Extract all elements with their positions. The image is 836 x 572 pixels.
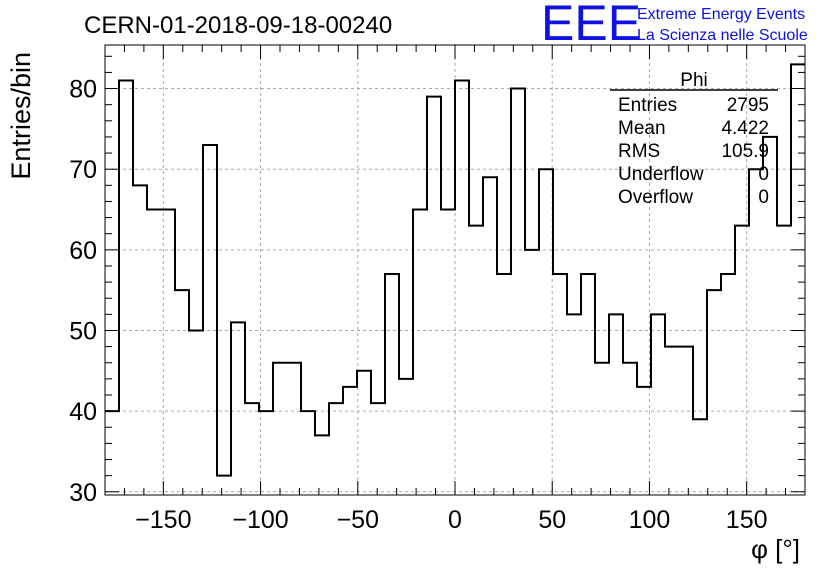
eee-logo-line1: Extreme Energy Events xyxy=(637,6,805,23)
x-tick-label: −50 xyxy=(337,506,379,534)
x-axis-label: φ [°] xyxy=(751,534,800,564)
histogram-bin xyxy=(119,80,133,495)
stats-label-rms: RMS xyxy=(618,141,660,162)
histogram-series xyxy=(105,63,805,477)
y-tick-label: 50 xyxy=(69,317,97,345)
histogram-bin xyxy=(287,363,301,495)
histogram-bin xyxy=(665,347,679,495)
stats-label-mean: Mean xyxy=(618,118,666,139)
stats-box: Phi Entries 2795 Mean 4.422 RMS 105.9 Un… xyxy=(610,70,778,208)
histogram-bin xyxy=(693,419,707,495)
y-tick-label: 30 xyxy=(69,479,97,507)
histogram-bin xyxy=(175,290,189,495)
histogram-bin xyxy=(329,403,343,495)
histogram-bin xyxy=(483,177,497,495)
histogram-bin xyxy=(595,363,609,495)
x-tick-label: 0 xyxy=(448,506,462,534)
histogram-bin xyxy=(469,226,483,495)
stats-label-underflow: Underflow xyxy=(618,164,704,185)
histogram-bin xyxy=(413,210,427,495)
stats-value-rms: 105.9 xyxy=(721,141,769,162)
stats-label-entries: Entries xyxy=(618,95,677,116)
histogram-bin xyxy=(161,210,175,495)
histogram-bins xyxy=(105,64,805,495)
histogram-bin xyxy=(301,411,315,495)
histogram-bin xyxy=(315,435,329,495)
histogram-bin xyxy=(623,363,637,495)
x-tick-label: 100 xyxy=(629,506,671,534)
histogram-bin xyxy=(203,145,217,495)
histogram-bin xyxy=(791,64,805,495)
y-axis-label: Entries/bin xyxy=(6,52,36,180)
eee-logo-mark: EEE xyxy=(541,0,641,51)
histogram-bin xyxy=(357,371,371,495)
eee-logo-line2: La Scienza nelle Scuole xyxy=(637,27,808,44)
eee-logo: EEE Extreme Energy Events La Scienza nel… xyxy=(541,0,808,51)
histogram-bin xyxy=(707,290,721,495)
histogram-bin xyxy=(217,476,231,495)
histogram-bin xyxy=(679,347,693,495)
stats-value-entries: 2795 xyxy=(727,95,769,116)
histogram-bin xyxy=(525,250,539,495)
x-tick-label: 50 xyxy=(538,506,566,534)
histogram-bin xyxy=(735,226,749,495)
histogram-bin xyxy=(273,363,287,495)
y-tick-label: 80 xyxy=(69,76,97,104)
stats-title: Phi xyxy=(680,70,707,91)
histogram-bin xyxy=(721,274,735,495)
histogram-bin xyxy=(231,322,245,495)
histogram-bin xyxy=(553,274,567,495)
histogram-bin xyxy=(343,387,357,495)
histogram-bin xyxy=(651,314,665,495)
histogram-bin xyxy=(427,97,441,495)
stats-value-mean: 4.422 xyxy=(721,118,769,139)
histogram-bin xyxy=(399,379,413,495)
stats-label-overflow: Overflow xyxy=(618,187,693,208)
histogram-bin xyxy=(609,314,623,495)
histogram-bin xyxy=(497,274,511,495)
histogram-bin xyxy=(147,210,161,495)
x-tick-label: −100 xyxy=(232,506,288,534)
histogram-bin xyxy=(371,403,385,495)
histogram-bin xyxy=(133,185,147,495)
histogram-bin xyxy=(441,210,455,495)
chart-title: CERN-01-2018-09-18-00240 xyxy=(84,12,392,39)
histogram-bin xyxy=(749,169,763,495)
histogram-bin xyxy=(105,411,119,495)
histogram-bin xyxy=(245,403,259,495)
histogram-bin xyxy=(581,274,595,495)
histogram-bin xyxy=(637,387,651,495)
x-tick-label: −150 xyxy=(135,506,191,534)
histogram-bin xyxy=(189,330,203,495)
histogram-bin xyxy=(511,89,525,495)
y-tick-label: 40 xyxy=(69,398,97,426)
x-tick-label: 150 xyxy=(726,506,768,534)
histogram-bin xyxy=(777,226,791,495)
histogram-bin xyxy=(567,314,581,495)
y-tick-label: 70 xyxy=(69,156,97,184)
y-tick-label: 60 xyxy=(69,237,97,265)
stats-value-overflow: 0 xyxy=(758,187,769,208)
histogram-bin xyxy=(539,169,553,495)
axis-ticks: 30 40 50 60 70 80 −150 −100 −50 0 50 100 150 xyxy=(69,45,806,534)
histogram-bin xyxy=(385,274,399,495)
histogram-bin xyxy=(259,411,273,495)
stats-value-underflow: 0 xyxy=(758,164,769,185)
histogram-bin xyxy=(455,80,469,495)
